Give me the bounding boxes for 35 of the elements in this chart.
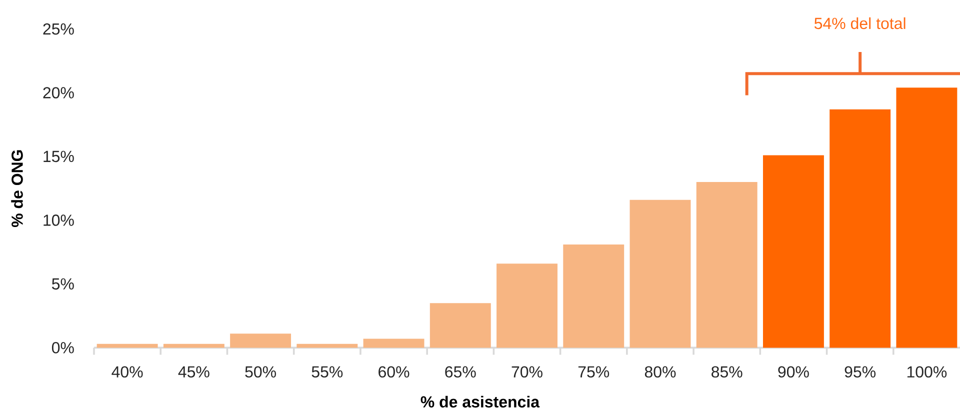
y-axis-title: % de ONG bbox=[11, 150, 23, 228]
bar bbox=[762, 155, 824, 348]
x-tick-label: 90% bbox=[778, 366, 809, 378]
annotation: 54% del total bbox=[814, 17, 906, 30]
bar bbox=[630, 200, 691, 348]
y-tick-label: 0% bbox=[52, 342, 74, 354]
bar bbox=[96, 344, 158, 348]
bar bbox=[430, 303, 491, 348]
x-tick-label: 100% bbox=[907, 366, 947, 378]
bar bbox=[830, 109, 891, 348]
x-tick-label: 60% bbox=[378, 366, 410, 378]
x-tick-label: 85% bbox=[712, 366, 742, 378]
x-tick-label: 65% bbox=[445, 366, 476, 378]
x-tick-label: 45% bbox=[178, 366, 210, 378]
bar bbox=[230, 334, 292, 348]
bar bbox=[163, 344, 224, 348]
bar bbox=[696, 182, 758, 348]
x-tick-label: 40% bbox=[112, 366, 143, 378]
bar bbox=[363, 338, 424, 348]
x-axis-title: % de asistencia bbox=[420, 396, 540, 408]
x-tick-label: 75% bbox=[578, 366, 610, 378]
bar bbox=[563, 244, 624, 348]
y-tick-label: 5% bbox=[52, 278, 74, 290]
y-tick-label: 20% bbox=[43, 87, 74, 98]
y-tick-label: 10% bbox=[44, 214, 74, 226]
x-tick-label: 80% bbox=[644, 366, 676, 378]
x-tick-label: 55% bbox=[312, 366, 343, 378]
bar bbox=[496, 264, 558, 348]
x-tick-label: 95% bbox=[844, 366, 876, 378]
bar bbox=[896, 88, 958, 348]
y-tick-label: 25% bbox=[43, 23, 74, 35]
x-tick-label: 70% bbox=[512, 366, 542, 378]
x-tick-label: 50% bbox=[245, 366, 276, 378]
y-tick-label: 15% bbox=[44, 150, 74, 162]
bar bbox=[296, 344, 358, 348]
